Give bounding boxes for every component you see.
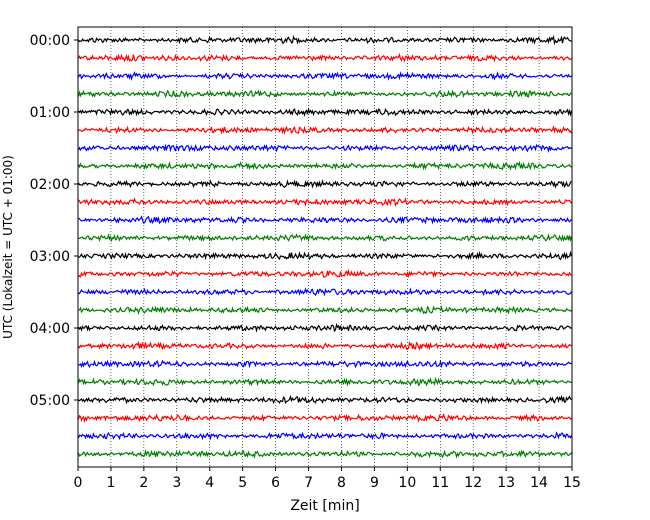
plot-frame [77,26,573,468]
x-tick-label: 7 [304,475,313,491]
seismic-trace [78,107,573,117]
seismic-trace [78,394,572,405]
x-tick-label: 2 [139,475,148,491]
seismic-trace [77,322,572,333]
y-tick-label: 05:00 [30,393,70,409]
seismic-trace [78,233,573,243]
y-tick-label: 02:00 [30,177,70,193]
seismic-trace [78,124,573,135]
x-tick-label: 10 [398,475,416,491]
x-tick-label: 14 [530,475,548,491]
x-tick-label: 15 [563,475,581,491]
x-tick-label: 3 [172,475,181,491]
seismic-trace [78,196,572,208]
x-tick-label: 5 [238,475,247,491]
seismic-trace [77,143,572,153]
y-tick-label: 04:00 [30,321,70,337]
seismic-trace [78,250,573,261]
seismic-trace [77,34,572,46]
seismic-trace [77,431,573,441]
x-tick-label: 1 [106,475,115,491]
vertical-grid-lines [110,27,540,467]
seismic-trace [78,215,572,225]
seismic-trace [78,287,573,297]
seismic-trace [77,70,572,82]
x-tick-label: 9 [370,475,379,491]
seismic-trace [77,376,572,387]
seismic-trace [78,305,572,316]
seismic-trace [78,268,572,279]
x-tick-label: 6 [271,475,280,491]
seismic-trace [78,359,572,369]
y-axis-label: UTC (Lokalzeit = UTC + 01:00) [1,155,15,339]
x-axis-ticks: 0 1 2 3 4 5 6 7 8 9 10 11 12 13 14 15 [74,467,581,491]
seismic-traces [77,34,573,459]
x-tick-label: 13 [497,475,515,491]
y-tick-label: 01:00 [30,105,70,121]
seismic-trace [77,449,573,459]
seismic-trace [77,160,572,171]
x-tick-label: 11 [431,475,449,491]
y-tick-label: 00:00 [30,33,70,49]
seismic-trace [77,89,572,99]
seismic-trace [77,413,572,424]
seismic-trace [77,52,572,63]
x-axis-label: Zeit [min] [290,498,359,514]
y-tick-label: 03:00 [30,249,70,265]
x-tick-label: 4 [205,475,214,491]
x-tick-label: 8 [337,475,346,491]
seismic-trace [77,179,572,189]
x-tick-label: 12 [464,475,482,491]
seismic-trace [78,340,572,351]
x-tick-label: 0 [74,475,83,491]
y-axis-ticks: 00:00 01:00 02:00 03:00 04:00 05:00 [30,33,78,409]
